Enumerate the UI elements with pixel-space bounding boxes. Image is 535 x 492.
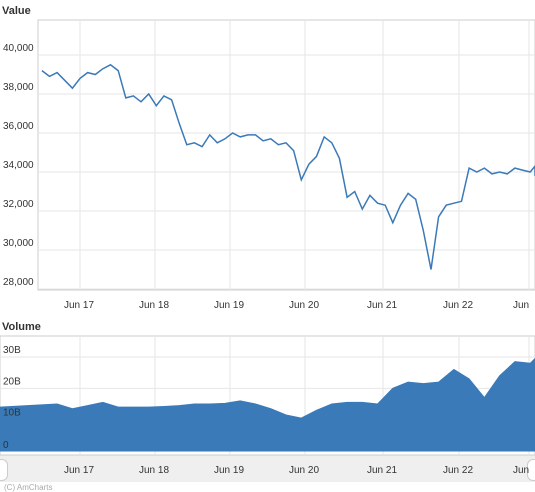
price-x-tick-label: Jun 21 [367, 300, 397, 311]
price-x-tick-label: Jun 17 [64, 300, 94, 311]
price-y-tick-label: 32,000 [3, 199, 34, 210]
volume-y-tick-label: 10B [3, 408, 21, 419]
price-x-tick-label: Jun 22 [443, 300, 473, 311]
navigator-scrollbar[interactable] [0, 455, 535, 482]
volume-x-tick-label: Jun 18 [139, 465, 169, 476]
volume-x-tick-label: Jun [513, 465, 529, 476]
price-plot-frame [37, 19, 535, 291]
price-y-tick-label: 40,000 [3, 43, 34, 54]
price-y-tick-label: 28,000 [3, 277, 34, 288]
volume-x-tick-label: Jun 19 [214, 465, 244, 476]
price-y-tick-label: 36,000 [3, 121, 34, 132]
volume-y-tick-label: 30B [3, 345, 21, 356]
price-chart: 28,000 30,000 32,000 34,000 36,000 38,000 40,0… [3, 19, 535, 311]
price-y-tick-label: 30,000 [3, 238, 34, 249]
volume-panel-title: Volume [2, 321, 41, 333]
price-x-tick-label: Jun 20 [289, 300, 319, 311]
footer-credit: (C) AmCharts [4, 483, 53, 492]
navigator-left-handle[interactable] [0, 459, 8, 481]
volume-series-area [0, 357, 535, 452]
price-series-line [41, 63, 535, 270]
volume-chart: 0 10B 20B 30B [0, 335, 535, 456]
price-x-tick-label: Jun [513, 300, 529, 311]
volume-x-tick-label: Jun 21 [367, 465, 397, 476]
price-y-tick-label: 38,000 [3, 82, 34, 93]
navigator-date-labels: Jun 17 Jun 18 Jun 19 Jun 20 Jun 21 Jun 22 Jun [64, 465, 529, 476]
price-panel-title: Value [2, 5, 31, 17]
volume-x-tick-label: Jun 17 [64, 465, 94, 476]
price-y-tick-label: 34,000 [3, 160, 34, 171]
price-x-tick-label: Jun 18 [139, 300, 169, 311]
volume-y-tick-label: 0 [3, 440, 9, 451]
volume-x-tick-label: Jun 20 [289, 465, 319, 476]
volume-x-tick-label: Jun 22 [443, 465, 473, 476]
navigator-right-handle[interactable] [527, 459, 535, 481]
price-x-tick-label: Jun 19 [214, 300, 244, 311]
volume-y-tick-label: 20B [3, 376, 21, 387]
